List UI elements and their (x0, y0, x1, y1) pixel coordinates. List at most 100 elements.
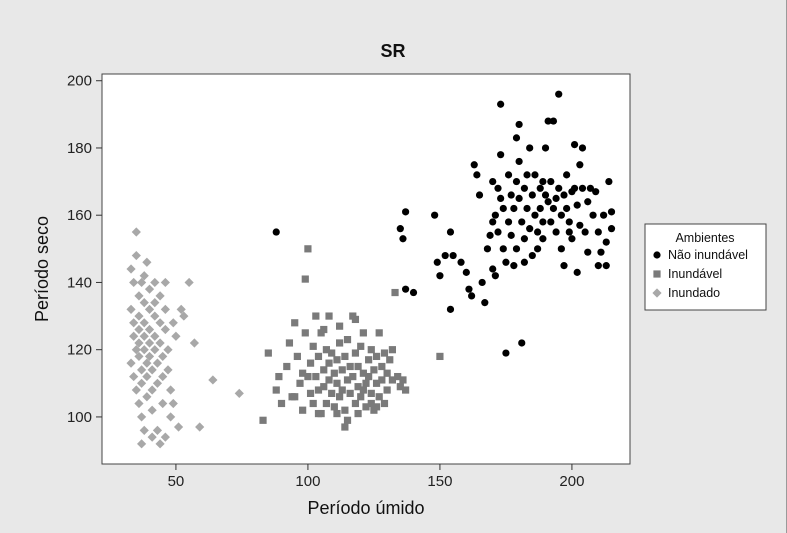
data-point (544, 198, 552, 206)
data-point (365, 372, 373, 381)
data-point (158, 371, 168, 382)
data-point (277, 399, 286, 408)
data-point (539, 235, 547, 243)
data-point (399, 235, 407, 243)
y-tick-label: 180 (67, 140, 92, 157)
data-point (552, 228, 560, 236)
data-point (607, 208, 616, 216)
data-point (568, 235, 576, 243)
data-point (507, 191, 515, 199)
data-point (465, 285, 473, 293)
data-point (602, 238, 610, 246)
data-point (528, 251, 536, 260)
data-point (375, 329, 383, 337)
data-point (304, 372, 312, 381)
data-point (142, 358, 152, 368)
data-point (179, 311, 189, 321)
data-point (285, 339, 294, 347)
data-point (333, 356, 341, 364)
data-point (441, 251, 449, 260)
data-point (134, 398, 144, 409)
data-point (526, 144, 534, 152)
data-point (365, 356, 373, 364)
data-point (338, 366, 346, 374)
data-point (351, 315, 360, 324)
data-point (336, 322, 344, 330)
data-point (504, 171, 513, 179)
data-point (152, 378, 163, 388)
data-point (139, 331, 149, 341)
data-point (137, 378, 147, 388)
y-tick-label: 120 (67, 342, 92, 359)
data-point (341, 423, 349, 431)
data-point (396, 383, 404, 391)
data-point (499, 204, 507, 213)
data-point (563, 171, 571, 179)
data-point (333, 379, 341, 387)
legend: Ambientes Não inundável Inundável Inundado (644, 223, 767, 311)
data-point (336, 393, 344, 401)
x-axis-ticks: 50 100 150 200 (168, 464, 584, 490)
data-point (155, 338, 165, 348)
data-point (160, 432, 170, 442)
data-point (126, 358, 136, 368)
data-point (147, 432, 157, 442)
data-point (359, 386, 367, 394)
data-point (433, 258, 441, 266)
data-point (152, 358, 163, 368)
data-point (131, 227, 141, 237)
data-point (383, 369, 391, 377)
data-point (539, 218, 547, 226)
data-point (534, 245, 542, 253)
data-point (494, 228, 502, 236)
data-point (354, 383, 362, 391)
data-point (589, 211, 597, 219)
x-tick-label: 50 (168, 473, 185, 490)
data-point (520, 258, 529, 266)
data-point (158, 351, 168, 362)
data-point (557, 245, 565, 253)
legend-item-label: Não inundável (668, 248, 748, 262)
data-point (478, 278, 486, 287)
data-point (359, 329, 367, 337)
data-point (431, 211, 439, 219)
data-point (150, 298, 160, 308)
data-point (515, 194, 523, 202)
data-point (457, 258, 465, 266)
data-point (341, 352, 349, 361)
data-point (126, 304, 136, 314)
data-point (131, 345, 141, 355)
data-point (314, 352, 323, 361)
data-point (581, 228, 589, 236)
data-point (155, 318, 165, 328)
data-point (586, 184, 595, 192)
data-point (259, 416, 267, 424)
data-point (184, 277, 194, 288)
data-point (320, 366, 328, 374)
data-point (555, 184, 563, 192)
data-point (468, 292, 476, 300)
data-point (512, 177, 521, 186)
data-point (357, 342, 365, 350)
data-point (510, 262, 518, 270)
data-point (473, 171, 481, 179)
data-point (386, 356, 394, 364)
data-point (336, 339, 344, 347)
data-point (552, 194, 560, 202)
data-point (375, 393, 383, 401)
legend-marker-circle (653, 251, 661, 259)
data-point (299, 369, 307, 377)
data-point (168, 398, 178, 409)
data-point (594, 228, 602, 236)
data-point (539, 177, 547, 186)
data-point (547, 218, 555, 226)
data-point (134, 351, 144, 362)
data-point (343, 336, 352, 344)
data-point (367, 346, 375, 354)
data-point (139, 298, 149, 308)
data-point (312, 372, 320, 381)
data-point (486, 231, 494, 239)
data-point (378, 376, 386, 384)
data-point (301, 329, 309, 337)
data-point (139, 271, 149, 281)
